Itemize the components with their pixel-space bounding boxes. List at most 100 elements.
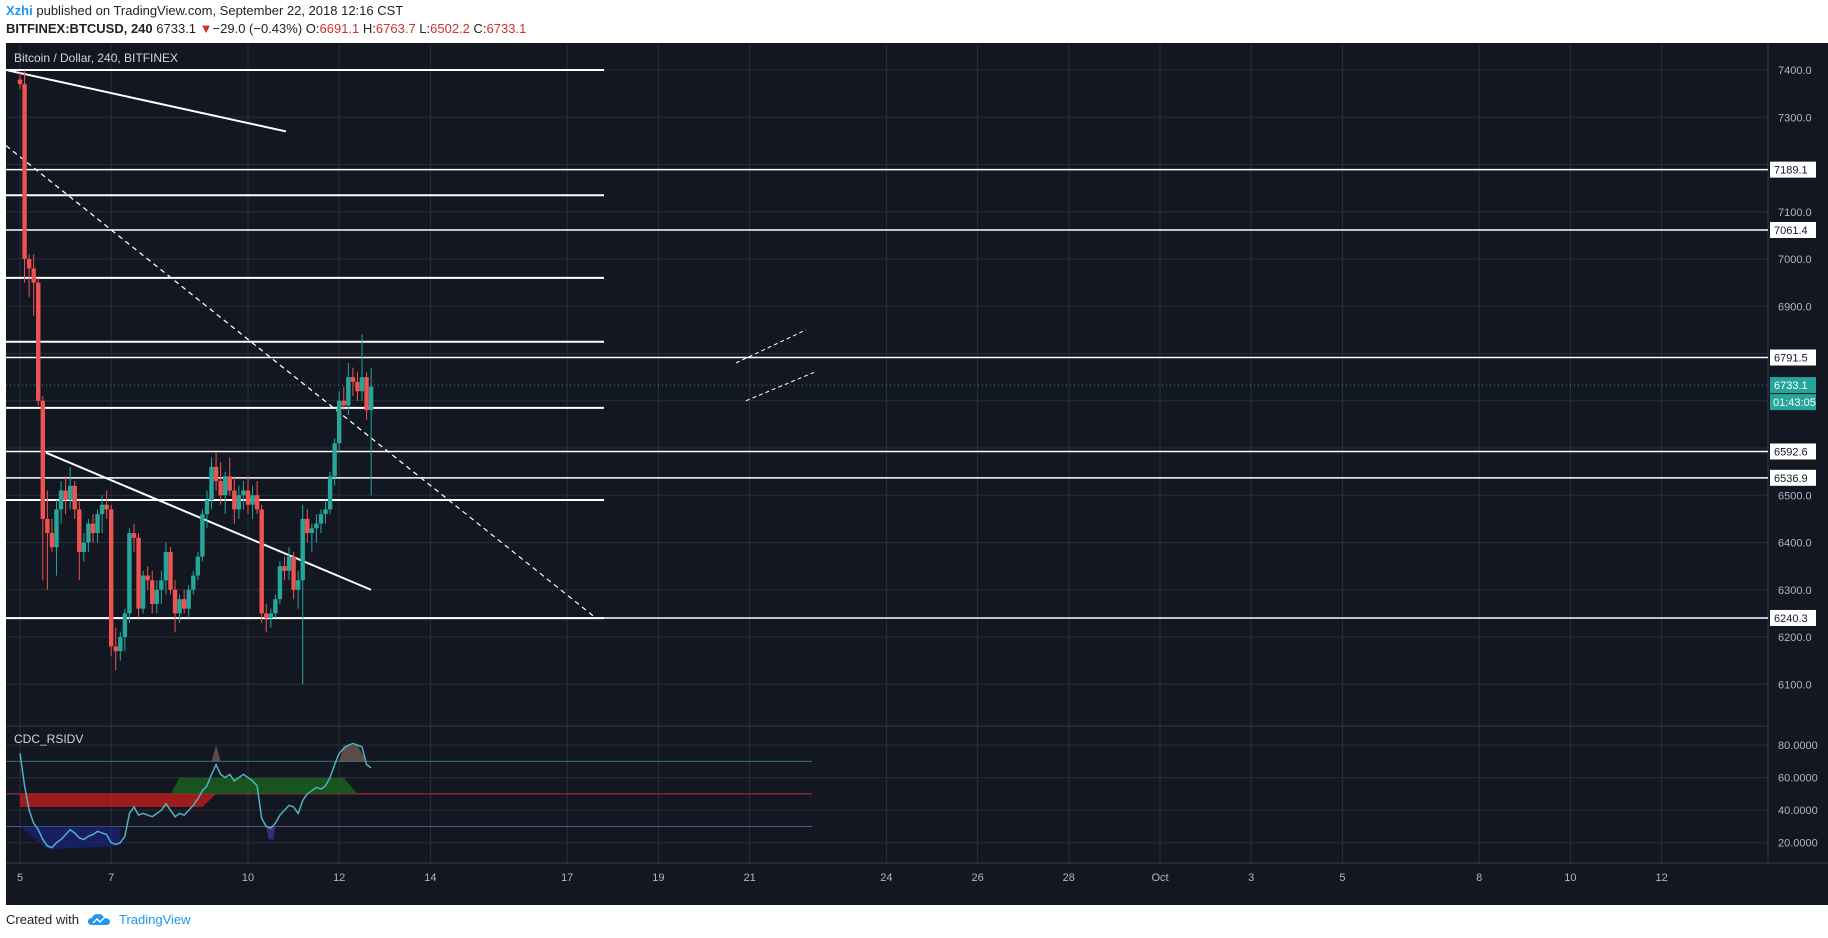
- time-axis-tick: 12: [1655, 872, 1667, 884]
- candle-body: [209, 466, 214, 500]
- countdown-label: 01:43:05: [1773, 397, 1816, 409]
- candle-body: [355, 381, 360, 392]
- publish-info: Xzhi published on TradingView.com, Septe…: [6, 3, 403, 18]
- candle-body: [145, 575, 150, 581]
- candle-body: [26, 259, 32, 269]
- candle-body: [163, 551, 169, 581]
- time-axis-tick: 5: [17, 872, 23, 884]
- candle-body: [254, 495, 260, 510]
- time-axis-tick: 7: [108, 872, 114, 884]
- price-axis-tick: 6500.0: [1778, 490, 1812, 502]
- candle-body: [122, 613, 128, 637]
- candle-body: [305, 518, 310, 534]
- candle-body: [332, 443, 337, 477]
- close-value: 6733.1: [486, 21, 527, 36]
- level-price-label-box: [1770, 221, 1816, 238]
- time-axis-tick: 5: [1339, 872, 1345, 884]
- author-name[interactable]: Xzhi: [6, 3, 33, 18]
- high-value: 6763.7: [375, 21, 416, 36]
- candle-body: [40, 400, 45, 519]
- indicator-axis-tick: 60.0000: [1778, 773, 1818, 785]
- price-axis-tick: 6400.0: [1778, 538, 1812, 550]
- time-axis-tick: 3: [1248, 872, 1254, 884]
- candle-body: [72, 485, 77, 510]
- level-price-label-box: [1770, 161, 1816, 178]
- candle-body: [22, 84, 27, 259]
- candle-body: [259, 509, 264, 614]
- candle-body: [250, 495, 255, 505]
- price-axis-tick: 7300.0: [1778, 112, 1812, 124]
- candle-body: [17, 79, 23, 85]
- indicator-oversold-spike: [266, 826, 276, 840]
- candle-body: [318, 514, 324, 524]
- indicator-overbought-spike: [211, 745, 221, 762]
- candle-body: [109, 509, 114, 647]
- candle-body: [327, 476, 333, 510]
- created-with-text: Created with: [6, 912, 79, 927]
- indicator-overbought-zone: [339, 745, 367, 762]
- candle-body: [241, 490, 246, 496]
- candle-body: [113, 646, 118, 652]
- candle-body: [136, 537, 141, 609]
- price-chart[interactable]: Bitcoin / Dollar, 240, BITFINEX 7189.1 706…: [5, 43, 1828, 905]
- price-axis-tick: 6200.0: [1778, 632, 1812, 644]
- indicator-line: [19, 742, 372, 849]
- candle-body: [368, 386, 374, 411]
- last-price-label: 6733.1: [1774, 380, 1808, 392]
- footer: Created with TradingView: [6, 912, 191, 927]
- time-axis-tick: 14: [424, 872, 436, 884]
- candle-body: [131, 533, 137, 538]
- candle-body: [54, 509, 59, 548]
- candle-body: [154, 589, 159, 604]
- candle-body: [282, 566, 287, 571]
- time-axis-tick: 12: [333, 872, 345, 884]
- candle-body: [67, 485, 73, 500]
- down-arrow-icon: ▼: [199, 21, 213, 36]
- candle-body: [223, 476, 228, 496]
- candle-body: [232, 490, 237, 510]
- time-axis-tick: 19: [652, 872, 664, 884]
- chart-title: Bitcoin / Dollar, 240, BITFINEX: [14, 51, 178, 65]
- candle-body: [323, 509, 328, 515]
- candle-body: [81, 542, 87, 552]
- candle-body: [150, 580, 155, 604]
- chart-area[interactable]: Bitcoin / Dollar, 240, BITFINEX 7189.1 706…: [5, 43, 1828, 905]
- candle-body: [36, 282, 41, 401]
- candle-body: [264, 613, 269, 619]
- level-price-label-box: [1770, 443, 1816, 460]
- level-price-label: 7189.1: [1774, 165, 1808, 177]
- candle-body: [350, 377, 356, 382]
- indicator-name: CDC_RSIDV: [14, 732, 83, 746]
- candle-body: [127, 533, 132, 614]
- candle-body: [213, 466, 219, 482]
- open-value: 6691.1: [319, 21, 360, 36]
- indicator-axis-tick: 20.0000: [1778, 838, 1818, 850]
- candle-body: [364, 377, 369, 411]
- price-axis-tick: 7100.0: [1778, 207, 1812, 219]
- candle-body: [77, 509, 82, 552]
- level-price-label-box: [1770, 609, 1816, 626]
- candle-body: [268, 613, 273, 619]
- candle-body: [31, 268, 36, 283]
- candle-body: [346, 377, 351, 406]
- candle-body: [90, 523, 96, 534]
- candle-body: [177, 599, 182, 614]
- candle-body: [95, 514, 100, 534]
- candle-body: [181, 599, 187, 609]
- candle-body: [140, 575, 146, 609]
- time-axis-tick: 24: [880, 872, 892, 884]
- candle-body: [204, 499, 210, 515]
- level-price-label: 6536.9: [1774, 473, 1808, 485]
- tradingview-link[interactable]: TradingView: [118, 912, 191, 927]
- price-axis-tick: 7400.0: [1778, 65, 1812, 77]
- candle-body: [218, 481, 223, 496]
- channel-line-upper: [735, 329, 807, 364]
- time-axis-tick: 10: [1564, 872, 1576, 884]
- countdown-label-box: [1770, 394, 1816, 411]
- level-price-label: 6592.6: [1774, 446, 1808, 458]
- tradingview-cloud-icon[interactable]: [87, 913, 111, 927]
- trend-line-top: [5, 69, 287, 133]
- time-axis-tick: 26: [971, 872, 983, 884]
- price-axis-tick: 6900.0: [1778, 301, 1812, 313]
- publish-text: published on TradingView.com, September …: [36, 3, 404, 18]
